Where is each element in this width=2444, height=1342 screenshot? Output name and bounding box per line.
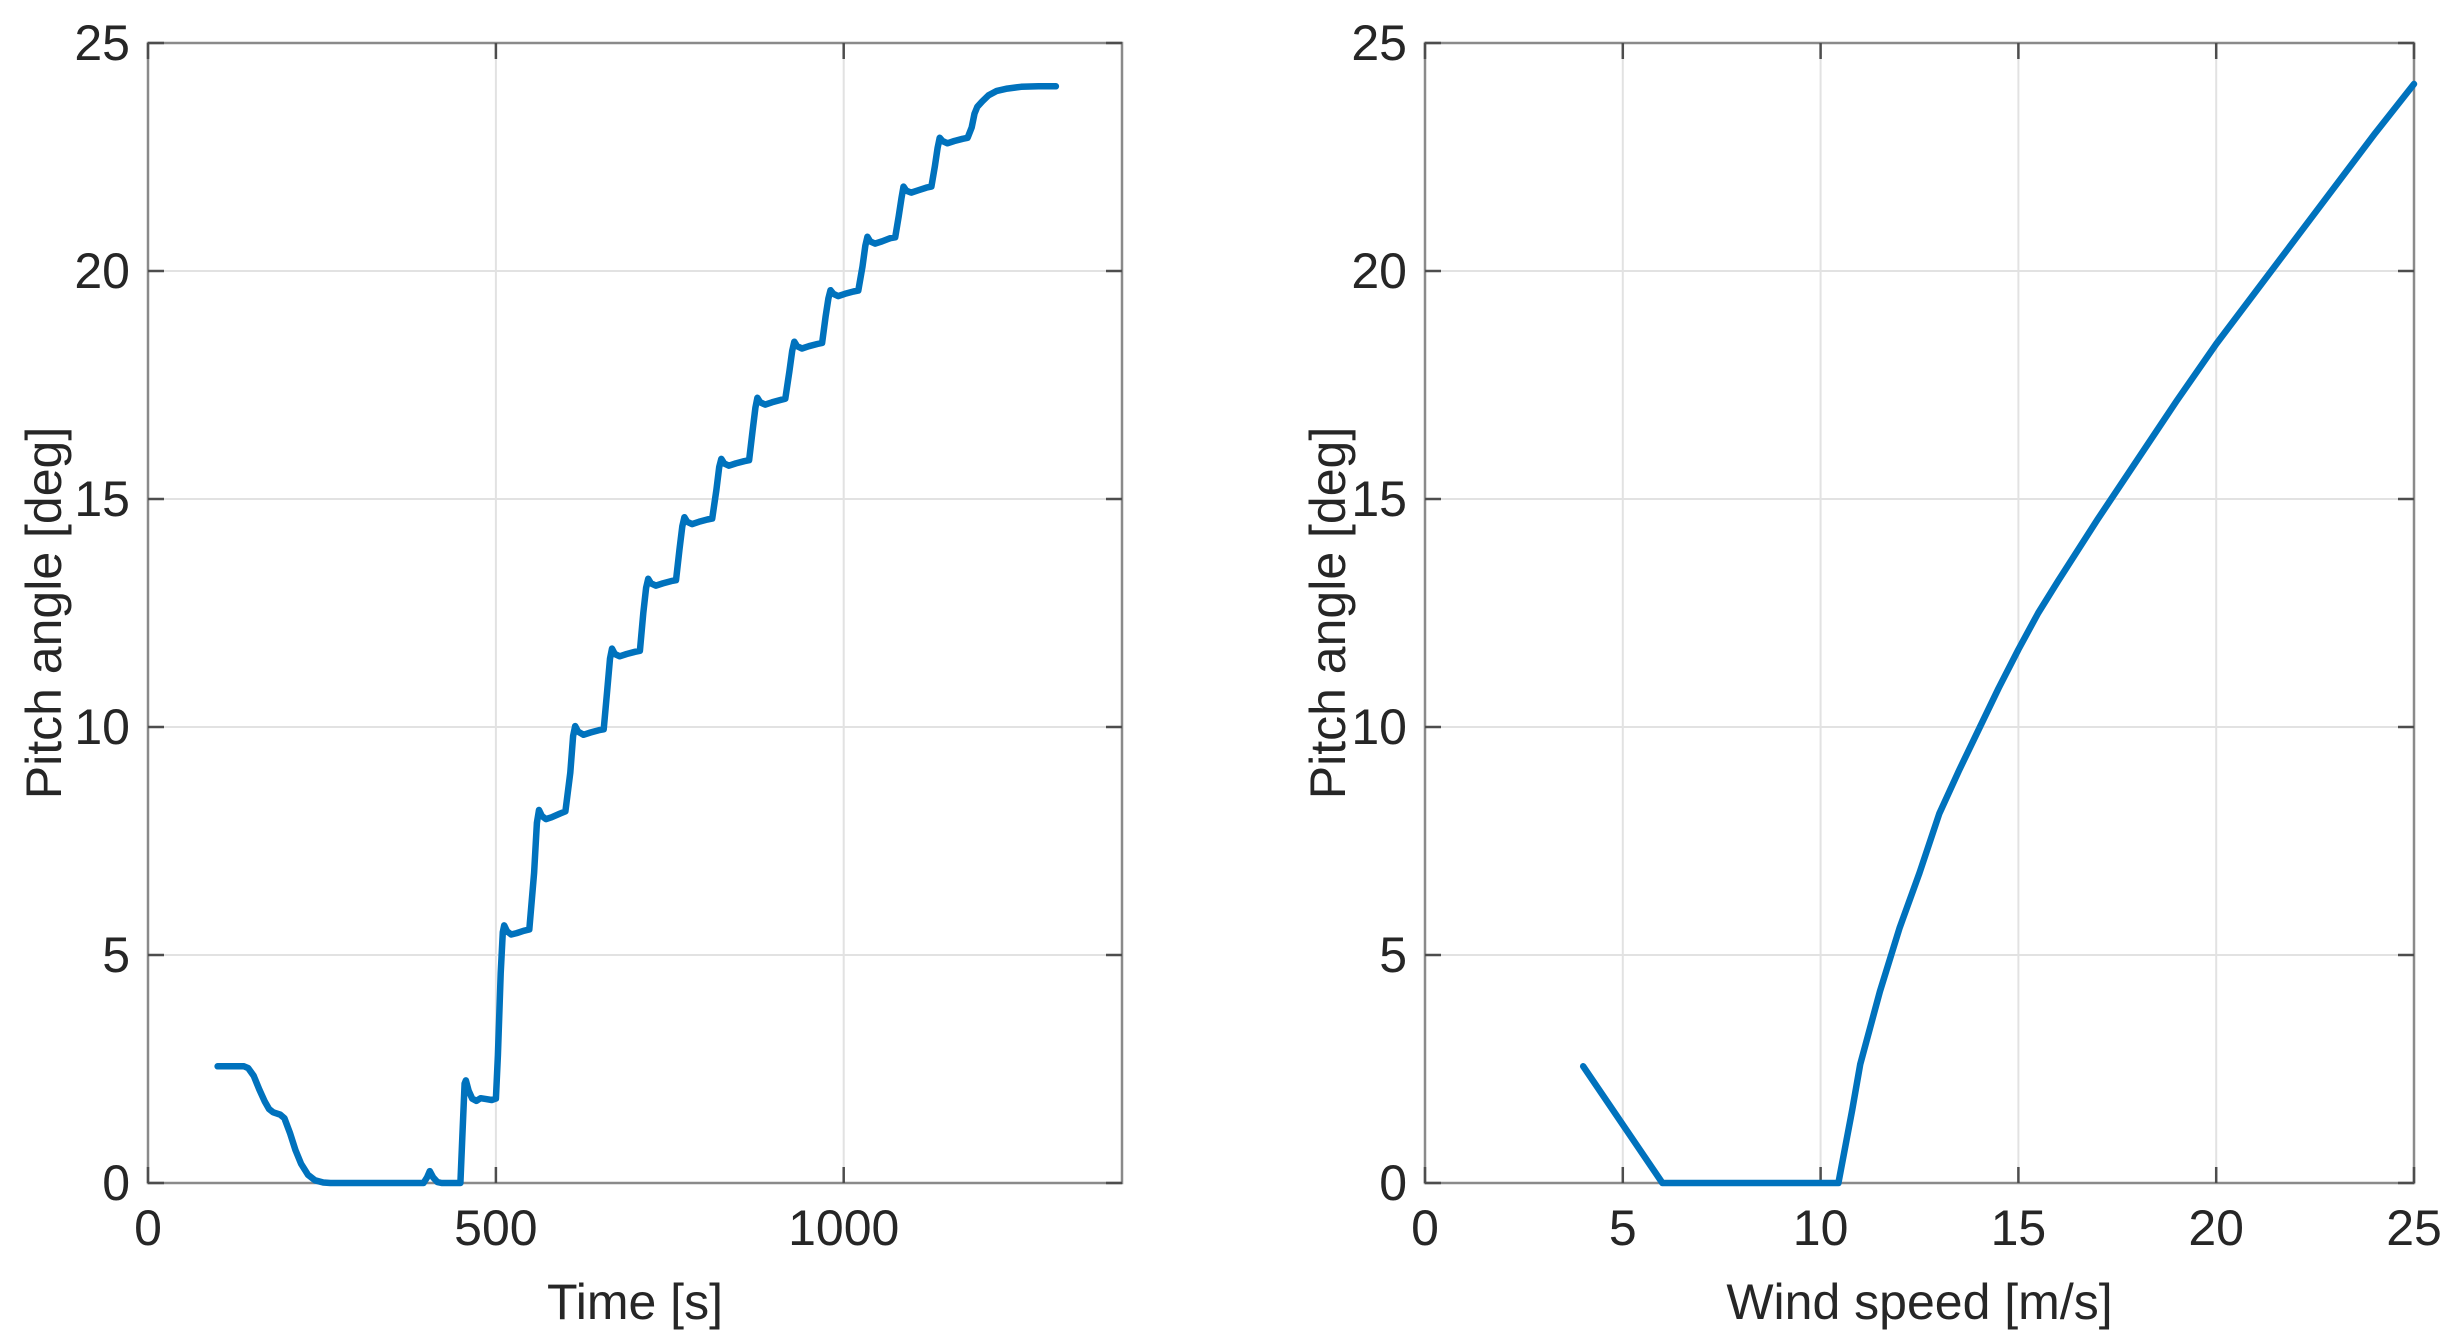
y-axis-label-right: Pitch angle [deg]: [1300, 426, 1356, 800]
y-tick-label: 5: [1379, 927, 1407, 983]
y-tick-label: 15: [1351, 471, 1407, 527]
x-tick-label: 1000: [788, 1200, 899, 1256]
x-tick-label: 20: [2188, 1200, 2244, 1256]
y-tick-label: 5: [102, 927, 130, 983]
x-axis-label-time: Time [s]: [547, 1274, 723, 1330]
y-tick-label: 10: [74, 699, 130, 755]
pitch-angle-curve: [214, 83, 1060, 1187]
axes-box: [146, 41, 1124, 1185]
y-axis-label-left: Pitch angle [deg]: [16, 426, 72, 800]
x-axis-label-wind-speed: Wind speed [m/s]: [1726, 1274, 2113, 1330]
y-tick-label: 10: [1351, 699, 1407, 755]
x-tick-label: 15: [1991, 1200, 2047, 1256]
y-tick-label: 20: [74, 243, 130, 299]
axes-box: [1423, 41, 2416, 1185]
x-tick-label: 500: [454, 1200, 537, 1256]
y-tick-label: 0: [102, 1155, 130, 1211]
x-tick-label: 0: [1411, 1200, 1439, 1256]
y-tick-label: 20: [1351, 243, 1407, 299]
x-tick-label: 0: [134, 1200, 162, 1256]
y-tick-label: 15: [74, 471, 130, 527]
x-tick-label: 5: [1609, 1200, 1637, 1256]
x-tick-label: 10: [1793, 1200, 1849, 1256]
pitch-angle-curve: [1579, 80, 2418, 1187]
chart-1: 0 500 1000 0 5 10 15 20 25: [74, 15, 1124, 1256]
y-tick-label: 25: [74, 15, 130, 71]
x-tick-label: 25: [2386, 1200, 2442, 1256]
y-tick-label: 25: [1351, 15, 1407, 71]
y-tick-label: 0: [1379, 1155, 1407, 1211]
chart-2: 0 5 10 15 20 25 0 5 10 15 20 25: [1351, 15, 2441, 1256]
